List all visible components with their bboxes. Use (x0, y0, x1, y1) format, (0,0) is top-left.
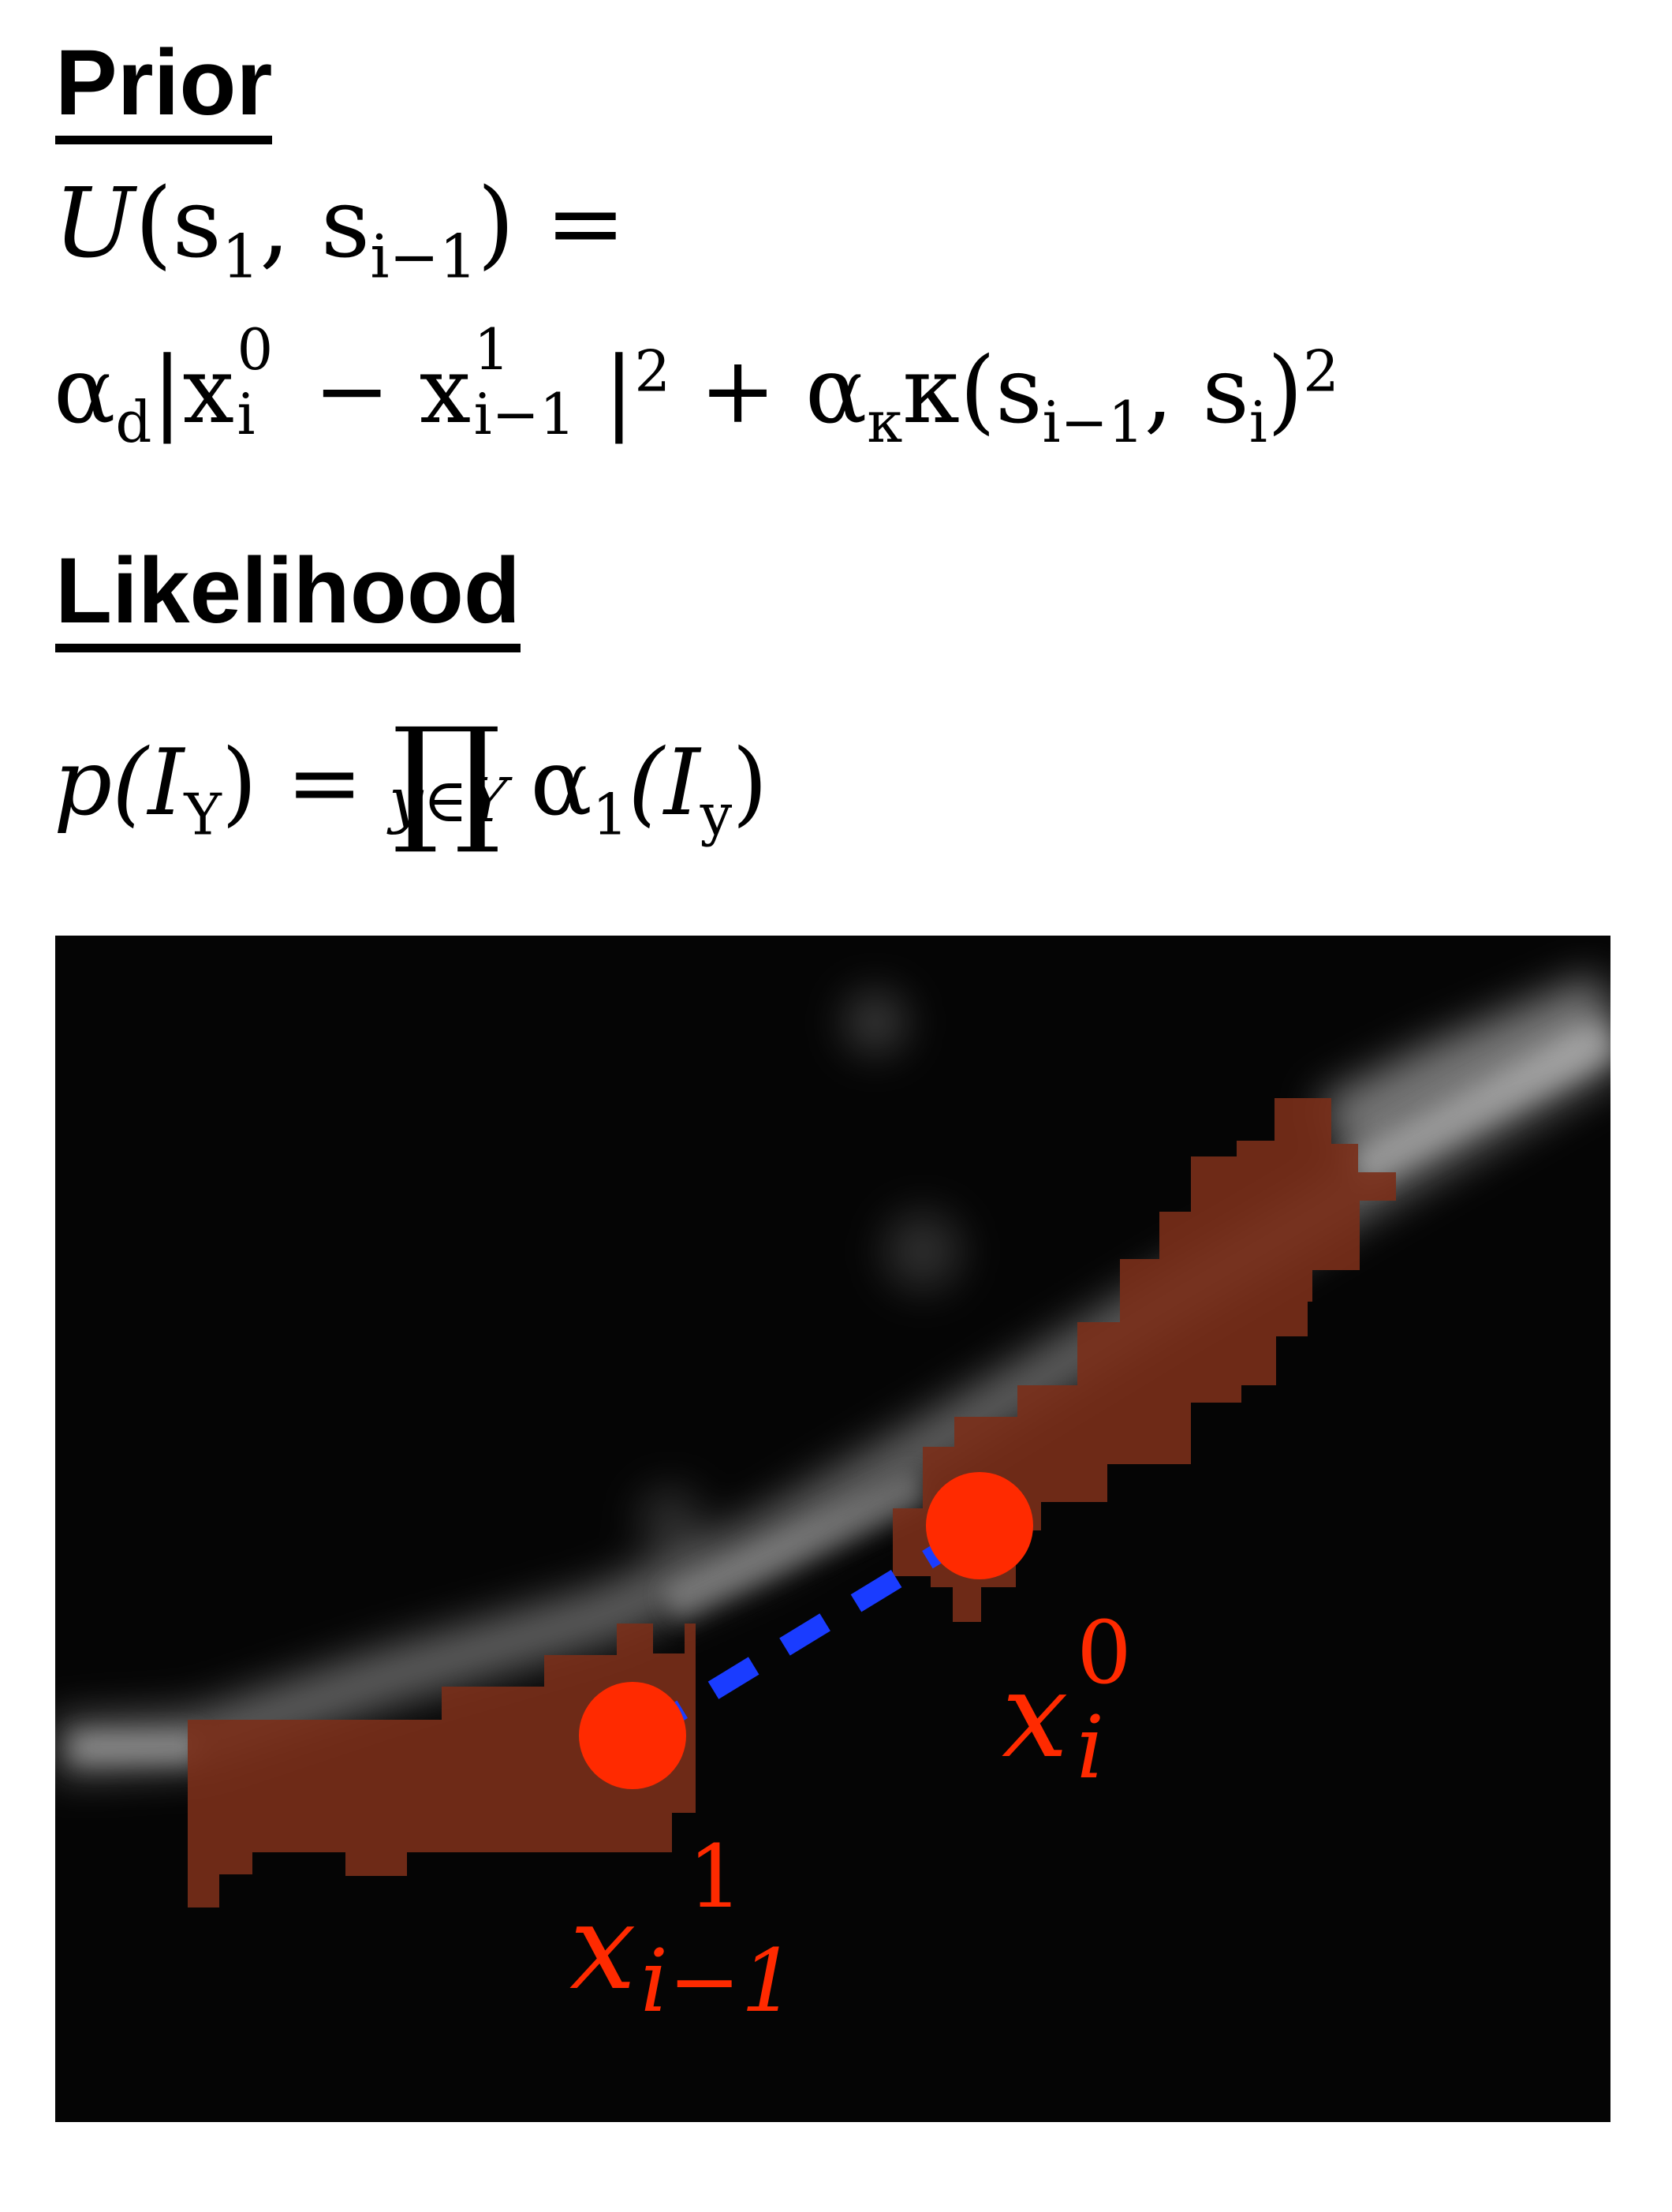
prior-heading-underline (55, 136, 273, 144)
squared-1: 2 (634, 338, 671, 405)
product-operator: ∏ y∈Y (389, 710, 507, 847)
likelihood-lhs-subscript: Y (184, 781, 222, 848)
likelihood-arg: (I (628, 730, 700, 837)
x0-scripts: 0i​ (234, 321, 285, 443)
energy-symbol: U (54, 167, 135, 279)
x0-superscript: 0 (237, 316, 274, 383)
likelihood-arg-close: ) (732, 730, 768, 837)
prior-equation-rhs: αd|x0i​ − x1i−1​|2 + ακκ(si−1, si)2 (54, 321, 1339, 450)
likelihood-lhs: p(I (54, 730, 185, 837)
prior-heading: Prior (55, 36, 273, 144)
product-symbol: ∏ (392, 698, 502, 858)
alpha-1-symbol: α (530, 730, 592, 837)
label-x-i-0-sup: 0 (1077, 1602, 1132, 1703)
abs-open-x: |x (151, 338, 234, 444)
alpha-d-subscript: d (115, 389, 152, 456)
kappa-close: ) (1267, 338, 1304, 444)
label-x-i-0-sub: i (1077, 1697, 1105, 1798)
alpha-1-subscript: 1 (592, 781, 629, 848)
abs-close: | (603, 338, 635, 444)
alpha-kappa-subscript: κ (867, 389, 903, 456)
likelihood-heading: Likelihood (55, 544, 521, 652)
lhs-open: (s (134, 167, 222, 279)
x0-subscript: i (237, 380, 256, 447)
label-x-prev-1-sub: i−1 (640, 1930, 797, 2031)
x1-superscript: 1 (473, 316, 510, 383)
label-x-prev-1-base: x (569, 1879, 636, 2016)
prior-equation-lhs: U(s1, si−1) = (54, 175, 626, 286)
minus-x: − x (284, 338, 472, 444)
x1-scripts: 1i−1​ (471, 321, 603, 443)
label-x-prev-1-sup: 1 (688, 1826, 743, 1927)
likelihood-equals: ) = (221, 730, 364, 837)
figure-canvas (55, 936, 1610, 2122)
point-x-prev-1 (579, 1682, 686, 1789)
s-i-subscript: i (1248, 389, 1267, 456)
si-subscript: i−1 (370, 222, 478, 292)
kappa-comma: , s (1144, 338, 1249, 444)
likelihood-heading-underline (55, 644, 521, 652)
filament-tracking-figure (55, 936, 1610, 2122)
label-x-i-0: x 0 i (1002, 1609, 1175, 1791)
alpha-d-symbol: α (54, 338, 116, 444)
likelihood-equation: p(IY) = ∏ y∈Y α1(Iy) (54, 710, 767, 847)
label-x-prev-1: x 1 i−1 (569, 1833, 901, 2038)
plus-alpha-kappa: + α (670, 338, 868, 444)
s-prev-subscript: i−1 (1042, 389, 1144, 456)
prior-heading-text: Prior (55, 31, 273, 135)
lhs-close: ) = (477, 167, 626, 279)
x1-subscript: i−1 (473, 380, 576, 447)
label-x-i-0-base: x (1002, 1647, 1069, 1784)
filament-ridge-core (71, 1020, 1610, 1764)
likelihood-arg-subscript: y (700, 781, 733, 848)
kappa-open: κ(s (902, 338, 1043, 444)
distance-link (636, 1519, 983, 1743)
point-x-i-0 (926, 1472, 1033, 1579)
s1-subscript: 1 (222, 222, 260, 292)
squared-2: 2 (1303, 338, 1339, 405)
segment-previous (188, 1624, 696, 1907)
likelihood-heading-text: Likelihood (55, 539, 521, 643)
lhs-comma: , s (259, 167, 371, 279)
product-index: y∈Y (389, 766, 508, 837)
